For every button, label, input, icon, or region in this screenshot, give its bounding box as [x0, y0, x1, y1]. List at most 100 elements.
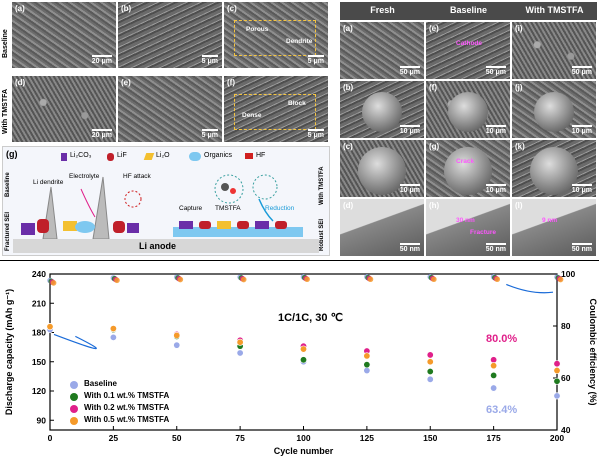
legend-dot-baseline [70, 381, 78, 389]
panel-label: (h) [429, 201, 440, 210]
sem-panel-f: (f) Dense Block 5 μm [224, 76, 328, 142]
sem-right-panel: (i) 50 μm [512, 22, 596, 79]
y-tick-label: 180 [32, 328, 46, 338]
x-tick-label: 50 [172, 433, 182, 443]
y2-tick-label: 40 [561, 425, 571, 435]
panel-label: (f) [429, 83, 437, 92]
sem-panel-a: (a) 20 μm [12, 2, 116, 68]
ce-point [367, 276, 374, 283]
x-axis-label: Cycle number [274, 446, 334, 456]
x-tick-label: 125 [360, 433, 374, 443]
x-tick-label: 0 [48, 433, 53, 443]
legend-dot-05 [70, 417, 78, 425]
scale-bar: 20 μm [91, 55, 113, 65]
row-label-baseline: Baseline [2, 29, 9, 58]
ce-point [494, 276, 501, 283]
legend-dot-02 [70, 405, 78, 413]
capacity-point [426, 358, 434, 366]
particle-sphere [448, 91, 488, 132]
capacity-point [363, 361, 371, 369]
legend-05: With 0.5 wt.% TMSTFA [84, 415, 170, 424]
column-fresh: Fresh [370, 5, 395, 15]
legend-02: With 0.2 wt.% TMSTFA [84, 403, 170, 412]
capacity-point [109, 325, 117, 333]
y-axis-label: Discharge capacity (mAh g⁻¹) [4, 289, 14, 415]
schematic-drawing [13, 174, 319, 253]
note-hf-attack: HF attack [123, 173, 151, 180]
capacity-point [299, 345, 307, 353]
column-baseline: Baseline [449, 5, 488, 15]
note-porous: Porous [246, 26, 269, 33]
particle-sphere [534, 91, 574, 132]
sem-right-panel: (b) 10 μm [340, 81, 424, 138]
capacity-point [46, 323, 54, 331]
scale-bar: 50 μm [571, 66, 593, 76]
y-tick-label: 240 [32, 269, 46, 279]
li-anode-label: Li anode [139, 241, 177, 251]
ce-axis-arrow [506, 283, 554, 294]
annotation-80: 80.0% [486, 333, 518, 345]
panel-note: 30 nm [456, 217, 475, 224]
scale-bar: 10 μm [485, 125, 507, 135]
column-tmstfa: With TMSTFA [525, 5, 584, 15]
scale-bar: 50 nm [571, 243, 593, 253]
y2-axis-label: Coulombic efficiency (%) [588, 298, 598, 405]
ce-point [431, 276, 437, 283]
panel-label: (d) [343, 201, 354, 210]
scale-bar: 20 μm [91, 129, 113, 139]
capacity-point [363, 352, 371, 360]
y-tick-label: 120 [32, 386, 46, 396]
scale-bar: 10 μm [399, 184, 421, 194]
capacity-point [490, 356, 498, 364]
panel-label: (b) [121, 4, 132, 13]
ce-point [240, 276, 247, 283]
particle-sphere [358, 146, 406, 195]
panel-note: Crack [456, 158, 475, 165]
capacity-point [236, 338, 244, 346]
legend-01: With 0.1 wt.% TMSTFA [84, 391, 170, 400]
sem-panel-b: (b) 5 μm [118, 2, 222, 68]
legend-lif: LiF [117, 152, 127, 159]
panel-note-2: Fracture [470, 229, 497, 236]
note-electrolyte: Electrolyte [69, 173, 100, 180]
panel-note: 9 nm [542, 217, 558, 224]
panel-label: (a) [15, 4, 25, 13]
capacity-point [553, 377, 561, 385]
legend-li2co3: Li₂CO₃ [70, 152, 92, 159]
scale-bar: 10 μm [485, 184, 507, 194]
scale-bar: 50 μm [399, 66, 421, 76]
x-tick-label: 25 [109, 433, 119, 443]
scale-bar: 50 nm [399, 243, 421, 253]
legend-baseline: Baseline [84, 379, 117, 388]
scale-bar: 50 nm [485, 243, 507, 253]
ce-point [114, 277, 120, 284]
scale-bar: 5 μm [307, 55, 325, 65]
capacity-point [553, 367, 561, 375]
note-li-dendrite: Li dendrite [33, 179, 64, 186]
cycling-chart: 0 25 50 75 100 125 150 175 200 90 120 150 180 210 240 4… [4, 269, 598, 456]
capacity-point [553, 392, 561, 400]
scale-bar: 10 μm [571, 184, 593, 194]
scale-bar: 50 μm [485, 66, 507, 76]
panel-label: (c) [227, 4, 237, 13]
capacity-point [553, 360, 561, 368]
panel-label: (a) [343, 24, 353, 33]
x-tick-label: 175 [487, 433, 501, 443]
sem-right-panel: (k) 10 μm [512, 140, 596, 197]
sem-right-panel: (l) 50 nm 9 nm [512, 199, 596, 256]
sem-right-panel: (d) 50 nm [340, 199, 424, 256]
capacity-point [426, 351, 434, 359]
x-tick-label: 150 [423, 433, 437, 443]
legend-li2o: Li₂O [156, 152, 170, 159]
sem-right-panel: (e) 50 μm Cathode [426, 22, 510, 79]
sem-right-panel: (f) 10 μm [426, 81, 510, 138]
sem-right-panel: (h) 50 nm 30 nm Fracture [426, 199, 510, 256]
x-tick-label: 200 [550, 433, 564, 443]
ce-point [557, 276, 564, 283]
y-tick-label: 150 [32, 357, 46, 367]
ce-point [50, 280, 57, 286]
legend-lif-icon [107, 153, 114, 161]
capacity-point [236, 349, 244, 357]
capacity-point [173, 341, 181, 349]
y2-tick-label: 100 [561, 269, 575, 279]
